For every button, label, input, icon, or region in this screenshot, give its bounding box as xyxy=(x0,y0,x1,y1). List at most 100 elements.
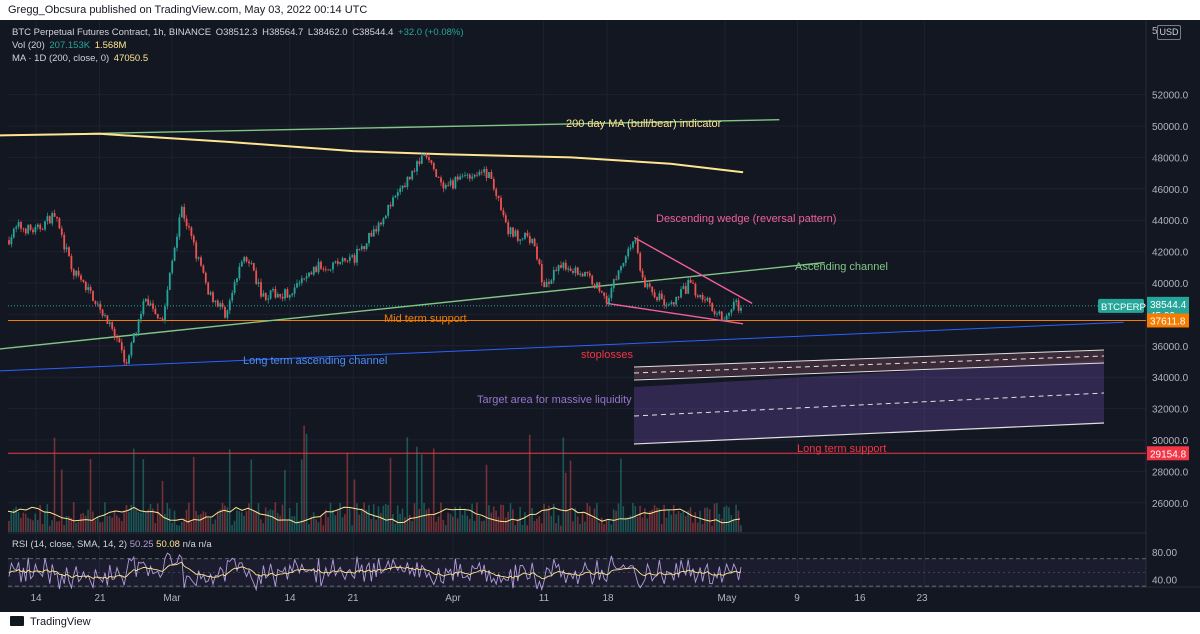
volume-bar xyxy=(358,514,361,532)
candle-body xyxy=(190,227,193,237)
volume-bar xyxy=(699,510,701,532)
volume-bar xyxy=(495,510,497,532)
volume-bar xyxy=(20,518,22,532)
candle-body xyxy=(610,288,613,299)
axes: 200 day MA (bull/bear) indicator Descendi… xyxy=(30,26,1189,604)
candle-body xyxy=(449,180,452,186)
candle-body xyxy=(370,232,373,237)
candle-body xyxy=(264,293,267,300)
candle-body xyxy=(392,197,394,207)
candle-body xyxy=(200,257,202,266)
candle-body xyxy=(140,313,142,320)
volume-bar xyxy=(279,515,281,532)
volume-bar xyxy=(735,504,737,532)
candle-body xyxy=(646,283,649,288)
candle-body xyxy=(464,175,466,177)
volume-bar xyxy=(377,506,380,532)
candle-body xyxy=(147,298,150,306)
volume-bar xyxy=(411,520,413,532)
volume-bar xyxy=(605,520,608,532)
currency-button[interactable]: USD xyxy=(1157,25,1181,40)
price-chart[interactable]: 200 day MA (bull/bear) indicator Descendi… xyxy=(0,20,1200,612)
volume-bar xyxy=(284,469,286,532)
chart-area[interactable]: 200 day MA (bull/bear) indicator Descendi… xyxy=(0,20,1200,612)
candle-body xyxy=(308,272,310,277)
candle-body xyxy=(262,293,265,297)
volume-bar xyxy=(219,509,221,532)
volume-bar xyxy=(502,504,505,532)
candle-body xyxy=(128,355,130,364)
volume-bar xyxy=(255,511,257,532)
candle-body xyxy=(675,296,678,305)
target-mid-dashed xyxy=(633,392,1105,417)
volume-bar xyxy=(166,502,169,532)
volume-bar xyxy=(89,459,92,532)
candle-body xyxy=(574,267,577,273)
volume-bar xyxy=(94,520,97,532)
candle-body xyxy=(380,222,382,225)
volume-bar xyxy=(586,502,589,532)
candle-body xyxy=(12,228,15,238)
candle-body xyxy=(250,263,253,264)
candle-body xyxy=(41,229,44,230)
candle-body xyxy=(495,189,498,196)
volume-bar xyxy=(231,524,233,532)
volume-bar xyxy=(372,504,375,532)
volume-bar xyxy=(92,511,94,532)
volume-bar xyxy=(171,523,173,532)
volume-bar xyxy=(380,513,382,532)
volume-bar xyxy=(252,510,255,532)
candle-body xyxy=(514,230,517,237)
candle-body xyxy=(406,176,409,187)
volume-bar xyxy=(677,511,680,532)
volume-bar xyxy=(243,515,245,532)
published-text: Gregg_Obcsura published on TradingView.c… xyxy=(8,4,368,16)
volume-bar xyxy=(135,509,137,532)
candle-body xyxy=(490,172,493,179)
candle-body xyxy=(358,248,361,250)
volume-bar xyxy=(663,504,665,532)
candle-body xyxy=(116,337,118,339)
volume-bar xyxy=(401,508,404,532)
volume-bar xyxy=(106,516,109,532)
volume-bar xyxy=(516,518,519,532)
candle-body xyxy=(320,261,322,269)
volume-bar xyxy=(437,516,440,532)
volume-bar xyxy=(303,425,305,532)
volume-bar xyxy=(432,448,435,532)
candle-body xyxy=(231,292,234,301)
volume-bar xyxy=(351,525,353,532)
candle-body xyxy=(276,294,279,298)
volume-bar xyxy=(574,508,577,532)
candle-body xyxy=(77,270,80,276)
volume-bar xyxy=(490,512,493,532)
candle-body xyxy=(226,310,229,318)
volume-bar xyxy=(447,512,449,532)
candle-body xyxy=(507,222,510,235)
rsi-value: 50.25 xyxy=(129,539,154,550)
candle-body xyxy=(108,322,111,324)
candle-body xyxy=(483,168,486,173)
candle-body xyxy=(634,239,637,242)
candle-body xyxy=(341,258,344,262)
volume-bar xyxy=(540,523,543,532)
volume-bar xyxy=(634,506,637,532)
candle-body xyxy=(682,286,685,290)
candle-body xyxy=(291,293,294,296)
candle-body xyxy=(267,298,270,300)
volume-bar xyxy=(336,509,339,532)
volume-bar xyxy=(468,519,471,532)
candle-body xyxy=(404,185,406,187)
candle-body xyxy=(334,261,337,263)
volume-legend: Vol (20) 207.153K 1.568M xyxy=(12,40,126,51)
candle-body xyxy=(728,312,730,316)
tradingview-brand: TradingView xyxy=(10,616,91,628)
volume-bar xyxy=(183,518,185,532)
candle-body xyxy=(166,289,169,307)
volume-bar xyxy=(692,522,694,532)
candle-body xyxy=(444,184,447,189)
candle-body xyxy=(569,268,572,272)
long-term-channel-line xyxy=(0,321,1124,372)
rsi-legend: RSI (14, close, SMA, 14, 2) 50.25 50.08 … xyxy=(12,539,212,550)
volume-bar xyxy=(521,524,524,532)
